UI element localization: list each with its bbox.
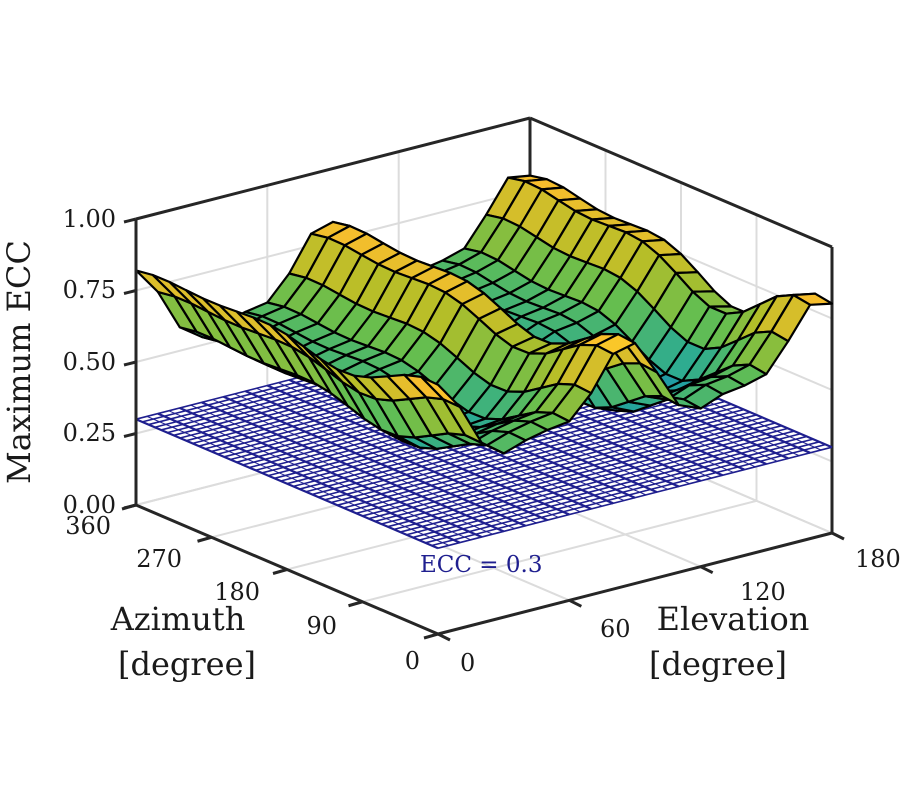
axes-box-edge (135, 116, 531, 221)
z-tick-label: 0.00 (63, 491, 116, 519)
z-tick-label: 1.00 (63, 205, 116, 233)
azimuth-tick-mark (423, 632, 439, 640)
threshold-plane-mesh-line (201, 401, 505, 533)
azimuth-tick-mark (197, 535, 212, 543)
azimuth-tick-mark (348, 600, 363, 608)
threshold-plane-mesh-line (190, 404, 493, 535)
elevation-axis-title-line2: [degree] (649, 645, 787, 683)
elevation-tick-mark (831, 531, 845, 541)
azimuth-tick-mark (121, 503, 137, 511)
z-tick-mark (123, 432, 137, 438)
z-tick-label: 0.75 (63, 276, 116, 304)
elevation-tick-mark (437, 632, 451, 642)
elevation-tick-mark (568, 598, 583, 608)
z-tick-mark (123, 360, 137, 367)
azimuth-tick-label: 0 (405, 647, 420, 675)
threshold-plane-mesh-line (223, 395, 526, 527)
threshold-plane-mesh-line (266, 384, 570, 516)
axis-ticks (121, 217, 845, 642)
threshold-plane-mesh-line (256, 387, 559, 518)
azimuth-tick-label: 90 (306, 612, 337, 640)
axis-line (437, 531, 833, 636)
threshold-plane-mesh-line (179, 406, 483, 538)
elevation-tick-label: 0 (460, 649, 475, 677)
axes-box-edge (529, 116, 833, 249)
elevation-tick-label: 120 (740, 578, 786, 606)
threshold-plane-mesh-line (146, 415, 450, 546)
z-tick-mark (123, 289, 137, 295)
threshold-plane-mesh-line (245, 390, 548, 522)
azimuth-tick-mark (272, 568, 288, 575)
azimuth-tick-label: 360 (65, 512, 111, 540)
z-axis-title: Maximum ECC (0, 240, 38, 484)
threshold-plane-mesh-line (234, 393, 537, 524)
max-ecc-surface (134, 174, 834, 455)
surface-patch (420, 375, 461, 408)
elevation-tick-label: 180 (855, 545, 900, 573)
z-tick-label: 0.50 (63, 348, 116, 376)
azimuth-tick-label: 180 (214, 578, 260, 606)
azimuth-axis-title-line2: [degree] (118, 645, 256, 683)
elevation-axis-title-line1: Elevation (657, 600, 810, 638)
threshold-plane-mesh-line (212, 399, 515, 530)
z-tick-label: 0.25 (63, 419, 116, 447)
threshold-plane-mesh-line (135, 418, 439, 550)
azimuth-axis-title-line1: Azimuth (110, 600, 246, 638)
threshold-annotation: ECC = 0.3 (420, 552, 542, 578)
elevation-tick-mark (699, 565, 714, 575)
elevation-tick-label: 60 (600, 615, 631, 643)
azimuth-tick-label: 270 (136, 545, 182, 573)
threshold-plane-mesh-line (168, 410, 472, 541)
z-tick-mark (123, 217, 137, 224)
threshold-plane-mesh-line (157, 412, 461, 544)
